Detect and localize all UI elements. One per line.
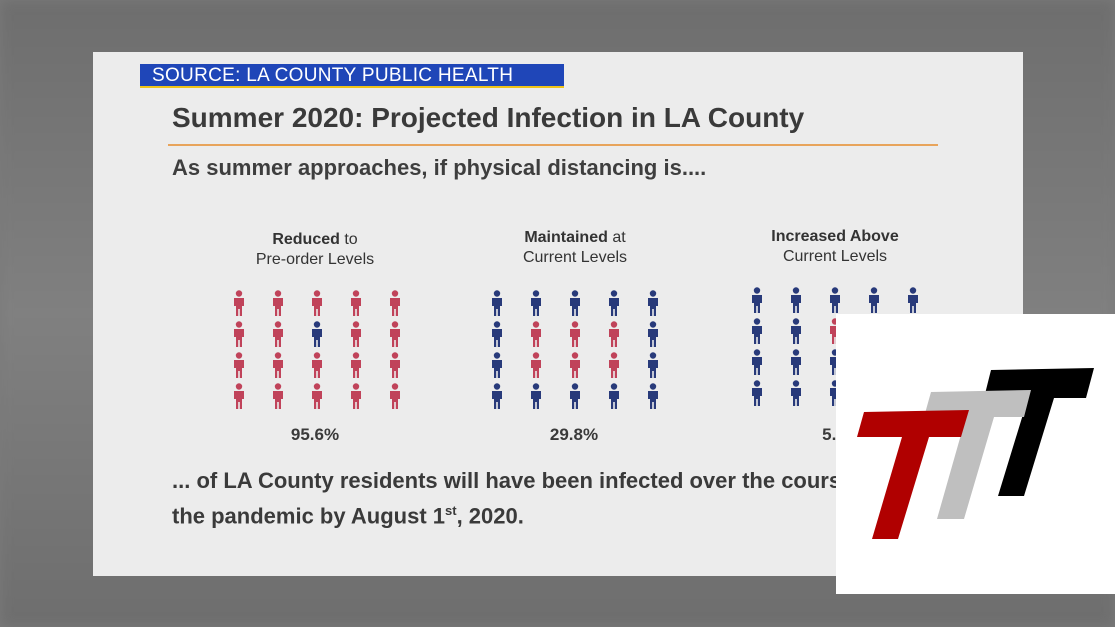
percent-maintained: 29.8% bbox=[549, 425, 599, 444]
footer-text: ... of LA County residents will have bee… bbox=[172, 466, 841, 531]
person-infected-icon bbox=[608, 321, 619, 347]
person-icon bbox=[311, 321, 322, 347]
person-infected-icon bbox=[233, 290, 244, 316]
person-infected-icon bbox=[233, 383, 244, 409]
scenario-label-bold: Maintained bbox=[524, 229, 608, 246]
person-infected-icon bbox=[350, 352, 361, 378]
person-infected-icon bbox=[311, 290, 322, 316]
person-infected-icon bbox=[272, 383, 283, 409]
person-infected-icon bbox=[233, 352, 244, 378]
person-icon bbox=[790, 287, 801, 313]
person-icon bbox=[829, 287, 840, 313]
slide-subtitle: As summer approaches, if physical distan… bbox=[172, 155, 707, 180]
person-infected-icon bbox=[530, 321, 541, 347]
people-grid-maintained bbox=[477, 290, 672, 414]
slide-title: Summer 2020: Projected Infection in LA C… bbox=[172, 102, 805, 133]
percent-reduced: 95.6% bbox=[290, 425, 340, 444]
scenario-label-line2: Current Levels bbox=[782, 248, 888, 265]
person-icon bbox=[530, 290, 541, 316]
footer-line1: ... of LA County residents will have bee… bbox=[172, 468, 842, 493]
person-icon bbox=[790, 318, 801, 344]
person-icon bbox=[569, 290, 580, 316]
person-infected-icon bbox=[569, 321, 580, 347]
person-infected-icon bbox=[569, 352, 580, 378]
scenario-increased: Increased Above Current Levels bbox=[735, 227, 935, 267]
person-infected-icon bbox=[233, 321, 244, 347]
person-icon bbox=[491, 383, 502, 409]
person-infected-icon bbox=[350, 321, 361, 347]
person-infected-icon bbox=[350, 383, 361, 409]
person-infected-icon bbox=[389, 321, 400, 347]
person-infected-icon bbox=[272, 321, 283, 347]
footer-line2: the pandemic by August 1st, 2020. bbox=[172, 503, 524, 529]
title-divider bbox=[168, 144, 938, 146]
person-icon bbox=[647, 290, 658, 316]
ttt-logo-icon bbox=[857, 368, 1094, 539]
person-icon bbox=[530, 383, 541, 409]
person-infected-icon bbox=[389, 383, 400, 409]
person-infected-icon bbox=[608, 352, 619, 378]
person-infected-icon bbox=[389, 352, 400, 378]
person-infected-icon bbox=[272, 352, 283, 378]
person-icon bbox=[751, 380, 762, 406]
scenario-label-bold: Increased Above bbox=[771, 228, 899, 245]
person-icon bbox=[491, 321, 502, 347]
source-banner: SOURCE: LA COUNTY PUBLIC HEALTH bbox=[140, 64, 564, 88]
person-icon bbox=[491, 290, 502, 316]
person-icon bbox=[907, 287, 918, 313]
person-icon bbox=[491, 352, 502, 378]
person-infected-icon bbox=[272, 290, 283, 316]
person-icon bbox=[751, 287, 762, 313]
scenario-label-bold: Reduced bbox=[272, 231, 340, 248]
person-infected-icon bbox=[311, 352, 322, 378]
scenario-reduced: Reduced to Pre-order Levels bbox=[215, 230, 415, 270]
person-icon bbox=[608, 383, 619, 409]
scenario-label-rest: to bbox=[339, 231, 358, 248]
person-icon bbox=[647, 321, 658, 347]
person-icon bbox=[751, 349, 762, 375]
people-grid-reduced bbox=[219, 290, 414, 414]
person-icon bbox=[569, 383, 580, 409]
person-icon bbox=[647, 352, 658, 378]
station-logo-box bbox=[836, 314, 1115, 594]
person-icon bbox=[868, 287, 879, 313]
person-icon bbox=[608, 290, 619, 316]
person-infected-icon bbox=[530, 352, 541, 378]
person-icon bbox=[647, 383, 658, 409]
person-icon bbox=[751, 318, 762, 344]
person-infected-icon bbox=[389, 290, 400, 316]
scenario-label-rest: at bbox=[607, 229, 626, 246]
scenario-label-line2: Pre-order Levels bbox=[255, 251, 375, 268]
person-infected-icon bbox=[311, 383, 322, 409]
scenario-maintained: Maintained at Current Levels bbox=[475, 228, 675, 268]
scenario-label-line2: Current Levels bbox=[522, 249, 628, 266]
person-icon bbox=[790, 349, 801, 375]
person-icon bbox=[790, 380, 801, 406]
person-infected-icon bbox=[350, 290, 361, 316]
